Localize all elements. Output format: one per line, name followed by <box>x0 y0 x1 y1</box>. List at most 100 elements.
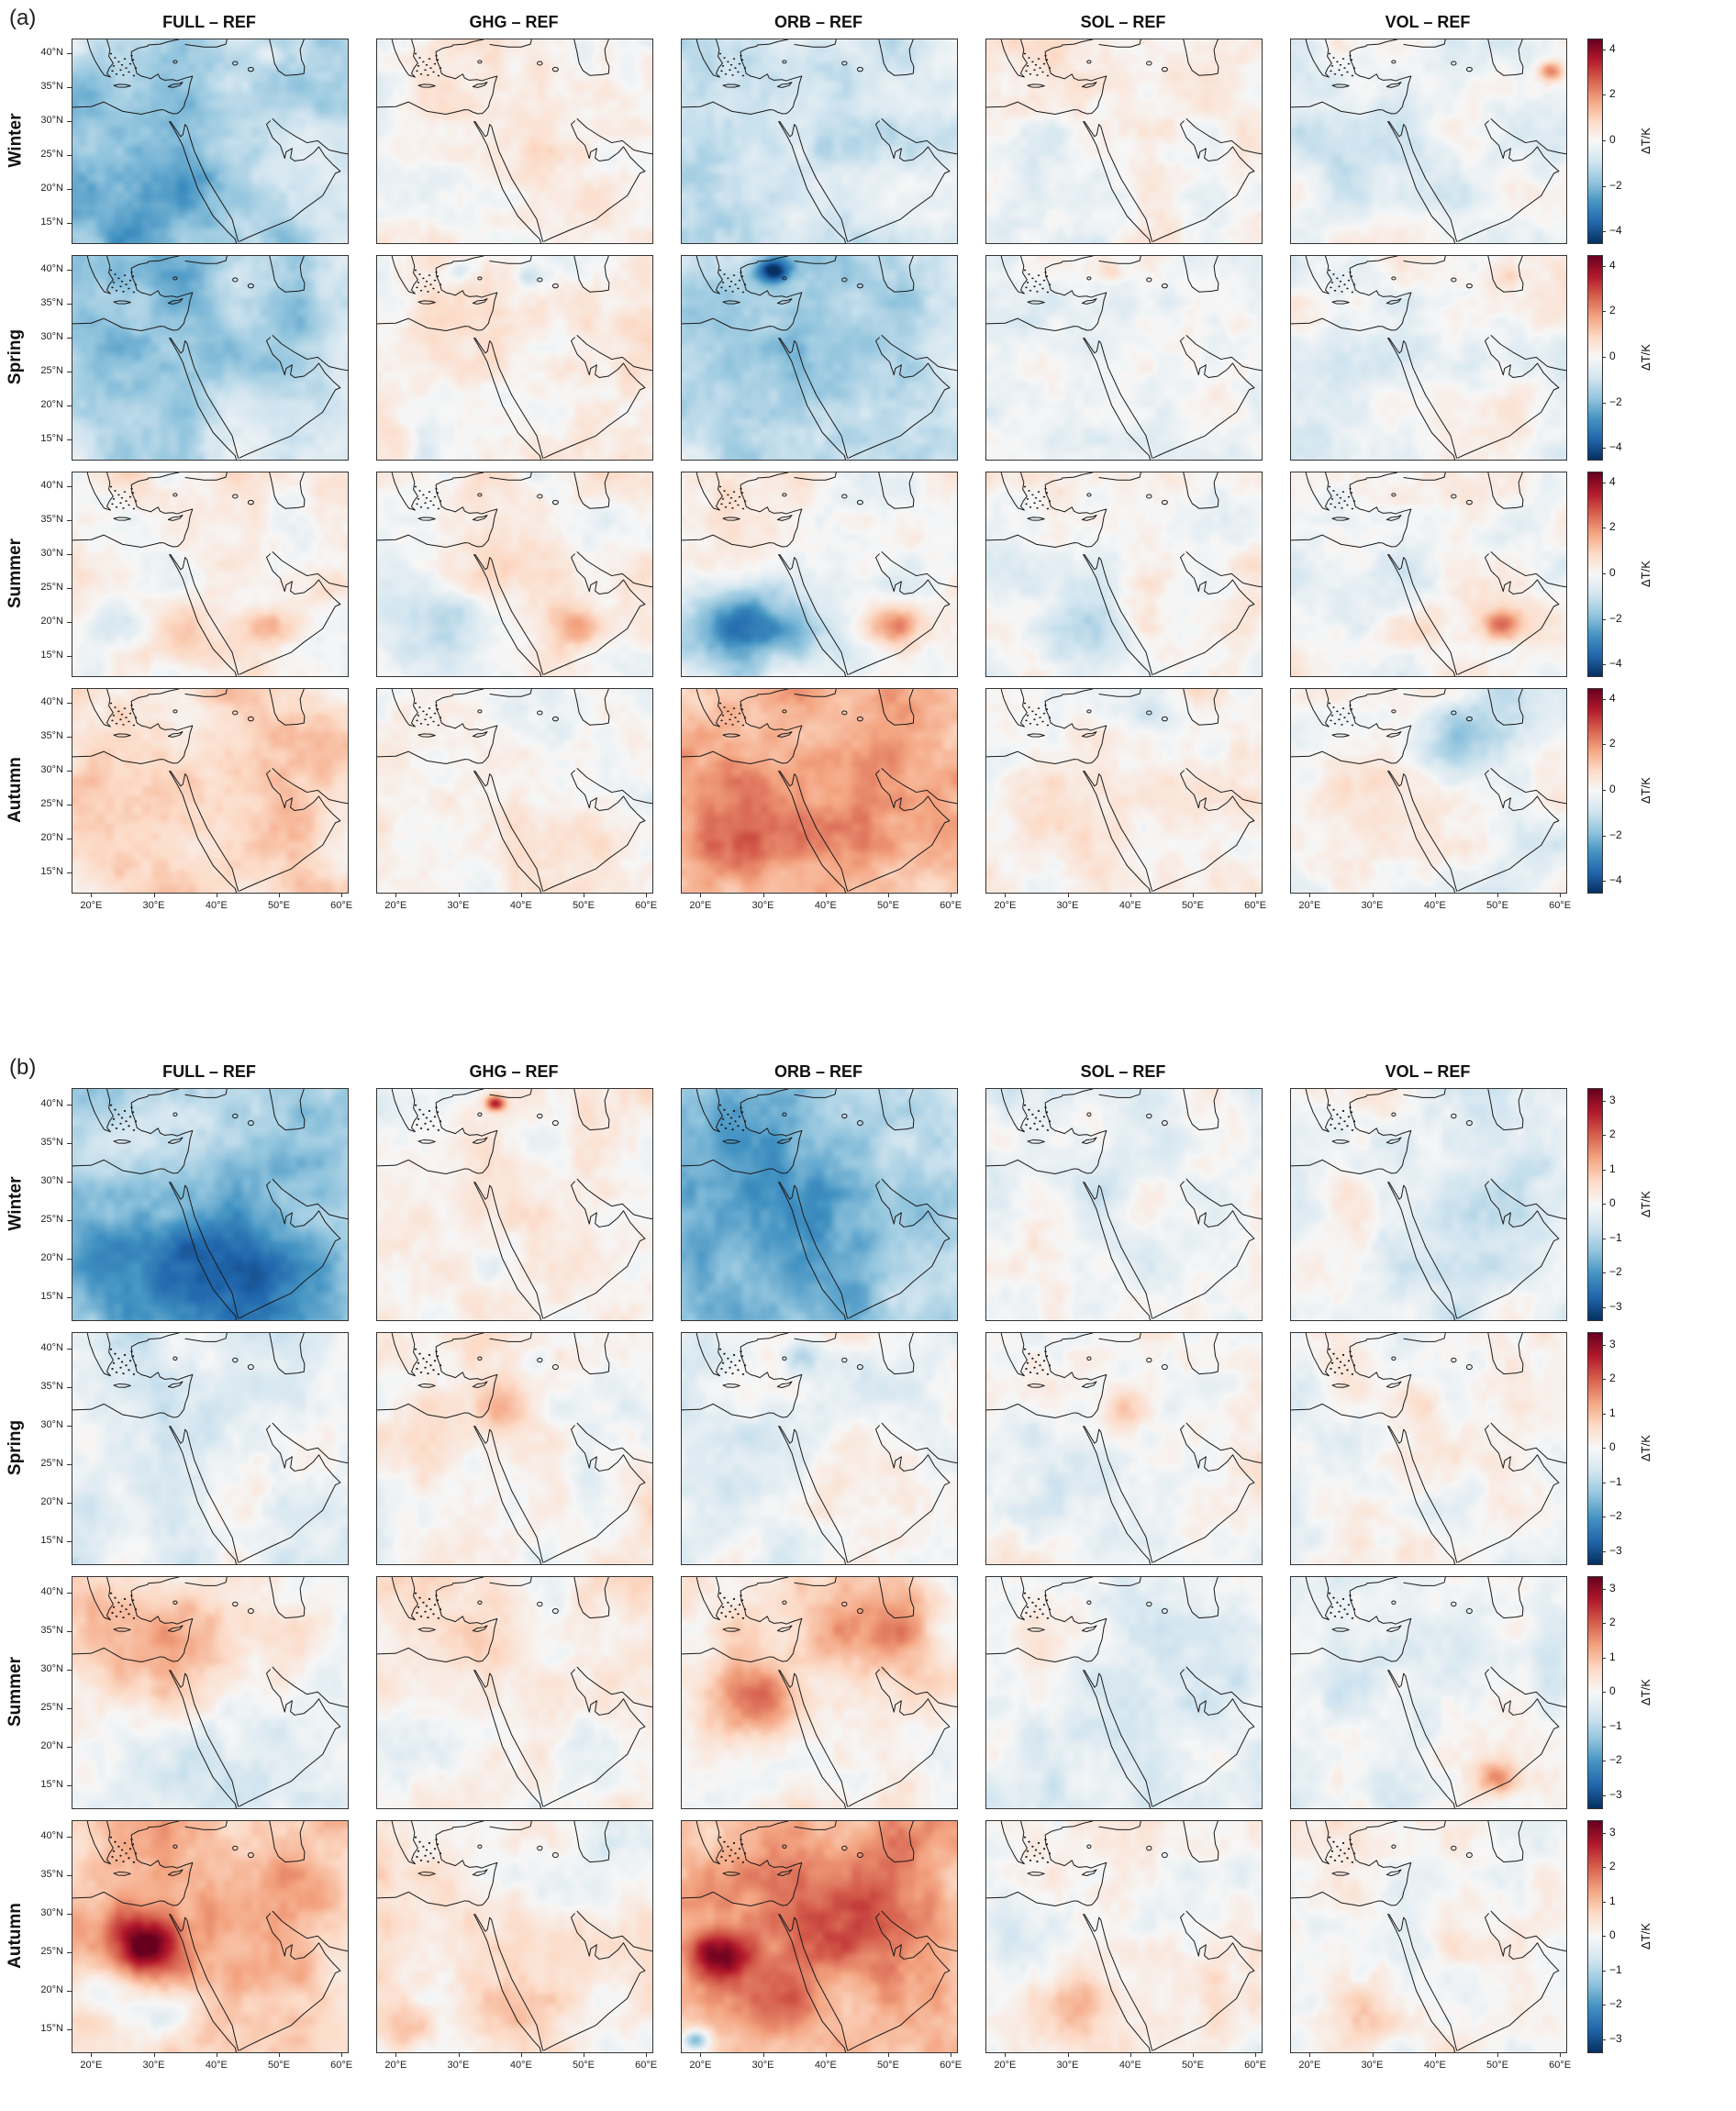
lat-tick <box>67 1296 72 1298</box>
column-header-vol: VOL – REF <box>1385 13 1471 31</box>
season-label: Spring <box>6 1419 26 1476</box>
anomaly-map-a-spring-ghg <box>376 255 653 461</box>
lon-tick-label: 20°E <box>384 2060 407 2071</box>
colorbar-axis-label: ΔT/K <box>1635 255 1655 459</box>
lon-tick-label: 40°E <box>1423 900 1446 911</box>
lon-tick <box>341 893 343 897</box>
lat-tick <box>67 1592 72 1594</box>
colorbar: 4 2 0 −2 −4 ΔT/K <box>1587 255 1664 461</box>
lat-tick-label: 35°N <box>40 1624 63 1636</box>
anomaly-field-canvas <box>377 256 652 460</box>
anomaly-map-b-autumn-full: 40°N 35°N 30°N 25°N 20°N 15°N 20°E 30°E 40°E 50°E… <box>40 1820 352 2071</box>
colorbar-tick <box>1602 357 1606 358</box>
lon-tick-label: 40°E <box>205 2060 228 2071</box>
colorbar-tick-label: −1 <box>1609 1962 1622 1976</box>
colorbar-tick <box>1602 1379 1606 1380</box>
colorbar-gradient <box>1587 1576 1603 1809</box>
lon-tick-label: 60°E <box>635 900 658 911</box>
colorbar-tick <box>1602 881 1606 883</box>
lon-tick <box>1497 893 1498 897</box>
colorbar-tick-label: −2 <box>1609 828 1622 841</box>
lon-tick <box>1309 2052 1311 2057</box>
lat-tick-label: 35°N <box>40 513 63 525</box>
lon-tick-label: 50°E <box>268 900 290 911</box>
colorbar-tick-label: 2 <box>1609 1128 1616 1140</box>
lat-tick-label: 40°N <box>40 1341 63 1353</box>
column-header-orb: ORB – REF <box>773 13 862 31</box>
lat-tick-label: 40°N <box>40 695 63 707</box>
row-label-spring: Spring <box>2 255 29 459</box>
lat-tick-label: 25°N <box>40 148 63 160</box>
colorbar-tick-label: −2 <box>1609 1753 1622 1766</box>
colorbar-tick-label: −3 <box>1609 2031 1622 2045</box>
colorbar: 4 2 0 −2 −4 ΔT/K <box>1587 688 1664 894</box>
lat-tick <box>67 1836 72 1838</box>
colorbar-tick <box>1602 402 1606 404</box>
colorbar-tick-label: 0 <box>1609 566 1616 579</box>
lon-tick-label: 60°E <box>940 900 963 911</box>
lat-tick-label: 30°N <box>40 330 63 342</box>
lat-tick <box>67 222 72 224</box>
anomaly-field-canvas <box>1291 472 1566 676</box>
anomaly-field-canvas <box>72 472 348 676</box>
colorbar: 4 2 0 −2 −4 ΔT/K <box>1587 39 1664 244</box>
colorbar-axis-label-text: ΔT/K <box>1638 1190 1653 1217</box>
lon-tick <box>153 893 155 897</box>
anomaly-field-canvas <box>72 256 348 460</box>
colorbar-tick-label: 0 <box>1609 1928 1616 1941</box>
colorbar-tick <box>1602 835 1606 837</box>
lat-tick-label: 20°N <box>40 1739 63 1751</box>
lat-tick <box>67 519 72 521</box>
lon-tick-label: 50°E <box>573 900 595 911</box>
colorbar-tick <box>1602 698 1606 700</box>
lat-tick <box>67 1630 72 1632</box>
lat-tick <box>67 1502 72 1504</box>
anomaly-map-b-winter-vol <box>1290 1088 1567 1321</box>
lon-tick <box>700 2052 702 2057</box>
colorbar-tick-label: 2 <box>1609 1616 1616 1628</box>
lon-tick <box>341 2052 343 2057</box>
colorbar-axis-label-text: ΔT/K <box>1638 1434 1653 1461</box>
colorbar-gradient <box>1587 1332 1603 1565</box>
lon-tick <box>1497 2052 1498 2057</box>
colorbar-tick-label: 2 <box>1609 520 1616 534</box>
anomaly-map-a-summer-sol <box>985 472 1263 677</box>
lon-tick <box>1130 893 1131 897</box>
season-label: Autumn <box>6 757 26 823</box>
colorbar-tick-label: −2 <box>1609 178 1622 192</box>
anomaly-field-canvas <box>682 256 957 460</box>
lat-tick <box>67 1181 72 1183</box>
colorbar-tick <box>1602 2039 1606 2040</box>
colorbar-axis-label: ΔT/K <box>1635 472 1655 675</box>
lon-tick <box>646 2052 648 2057</box>
colorbar-axis-label-text: ΔT/K <box>1638 560 1653 587</box>
lat-tick <box>67 1425 72 1427</box>
anomaly-field-canvas <box>377 472 652 676</box>
colorbar-tick <box>1602 1344 1606 1346</box>
lat-tick <box>67 1258 72 1260</box>
colorbar-gradient <box>1587 1820 1603 2053</box>
colorbar-tick <box>1602 1306 1606 1308</box>
anomaly-map-a-winter-orb <box>681 39 958 244</box>
column-header-sol: SOL – REF <box>1080 13 1166 31</box>
anomaly-map-a-autumn-sol: 20°E 30°E 40°E 50°E 60°E <box>985 688 1266 911</box>
anomaly-field-canvas <box>72 39 348 243</box>
colorbar-axis-label: ΔT/K <box>1635 1820 1655 2051</box>
anomaly-field-canvas <box>986 39 1262 243</box>
lon-tick-label: 20°E <box>994 900 1017 911</box>
lat-tick-label: 40°N <box>40 1097 63 1109</box>
lat-tick <box>67 1951 72 1953</box>
colorbar-tick-label: −2 <box>1609 1509 1622 1522</box>
colorbar-tick <box>1602 1970 1606 1972</box>
colorbar: 4 2 0 −2 −4 ΔT/K <box>1587 472 1664 677</box>
colorbar-tick-label: −3 <box>1609 1543 1622 1557</box>
anomaly-map-a-summer-ghg <box>376 472 653 677</box>
lon-tick <box>888 893 889 897</box>
lon-tick-label: 60°E <box>635 2060 658 2071</box>
colorbar-tick <box>1602 573 1606 574</box>
lat-tick <box>67 1540 72 1542</box>
lat-tick <box>67 621 72 623</box>
lat-tick <box>67 337 72 339</box>
anomaly-field-canvas <box>1291 1333 1566 1564</box>
anomaly-field-canvas <box>682 1577 957 1808</box>
